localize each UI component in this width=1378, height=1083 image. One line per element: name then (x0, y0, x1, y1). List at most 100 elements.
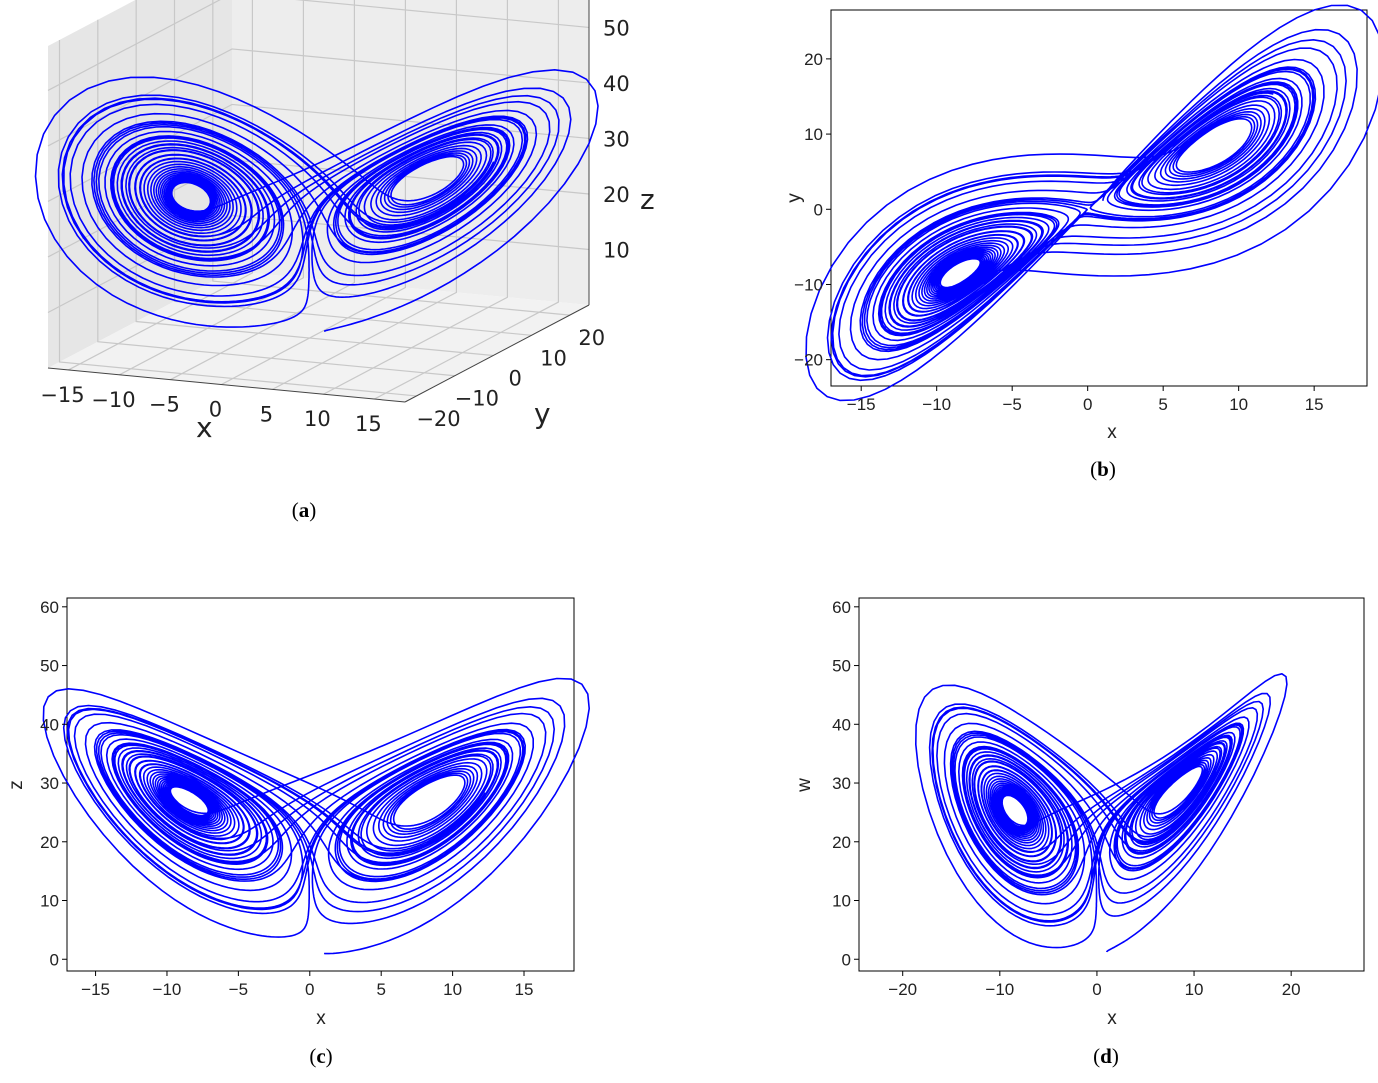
y-tick-label: 10 (804, 125, 823, 144)
grid-line (68, 0, 253, 371)
x-tick-label: 15 (515, 980, 534, 999)
grid-line (272, 0, 457, 390)
grid-line (170, 0, 355, 381)
x-tick-label: −15 (81, 980, 110, 999)
y-tick-label: 30 (832, 774, 851, 793)
tick-label: 0 (209, 398, 222, 422)
grid-line (58, 39, 417, 397)
panel-c-tick-labels: −15 −10 −5 0 5 10 15 0 10 20 30 40 50 60 (40, 598, 533, 999)
y-tick-label: 20 (832, 833, 851, 852)
grid-line (97, 19, 455, 377)
y-tick-label: 30 (40, 774, 59, 793)
tick-label: −10 (91, 388, 135, 412)
panel-c-trajectory (42, 677, 590, 955)
panel-c-x-axis-label: x (316, 1008, 326, 1029)
panel-b-x-axis-label: x (1107, 422, 1117, 443)
panel-d-plot-frame (858, 597, 1365, 972)
tick-label: 5 (260, 402, 273, 426)
x-tick-label: 15 (1305, 395, 1324, 414)
panel-d-trajectory (915, 673, 1288, 953)
x-tick-label: 10 (443, 980, 462, 999)
axis-edge (47, 367, 406, 403)
trajectory-line (34, 69, 599, 332)
tick-label: 50 (603, 16, 630, 40)
panel-b-y-axis-label: y (784, 193, 805, 203)
panel-a-trajectory (34, 69, 599, 332)
x-tick-label: 0 (1092, 980, 1101, 999)
y-tick-label: 60 (40, 598, 59, 617)
panel-a-grid (47, 0, 590, 403)
y-tick-label: 40 (832, 715, 851, 734)
tick-label: −10 (455, 387, 499, 411)
y-tick-label: 10 (832, 892, 851, 911)
panel-c-caption: (c) (309, 1044, 332, 1068)
tick-label: 30 (603, 127, 630, 151)
y-tick-label: 0 (814, 200, 823, 219)
panel-d-xw-plot: −20 −10 0 10 20 0 10 20 30 40 50 60 x w (d) (794, 597, 1365, 1068)
panel-d-y-axis-label: w (794, 778, 815, 793)
x-tick-label: −10 (985, 980, 1014, 999)
x-tick-label: −15 (847, 395, 876, 414)
x-tick-label: 5 (1158, 395, 1167, 414)
tick-label: 10 (540, 346, 567, 370)
tick-label: −5 (149, 393, 180, 417)
tick-label: 20 (578, 326, 605, 350)
y-tick-label: 20 (804, 50, 823, 69)
x-tick-label: −5 (1002, 395, 1021, 414)
panel-b-trajectory (805, 4, 1378, 402)
x-tick-label: −10 (922, 395, 951, 414)
panel-a-x-axis-label: x (196, 411, 213, 444)
panel-b-plot-frame (830, 9, 1368, 387)
axis-edge (404, 304, 590, 403)
panel-d-caption: (d) (1093, 1044, 1119, 1068)
panel-a-y-axis-label: y (534, 397, 551, 430)
trajectory-line (915, 673, 1288, 953)
panel-b-xy-plot: −15 −10 −5 0 5 10 15 −20 −10 0 10 20 x y (b) (784, 4, 1378, 481)
grid-line (135, 0, 494, 357)
trajectory-line (42, 677, 590, 955)
panel-c-plot-frame (66, 597, 575, 972)
tick-label: 15 (355, 412, 382, 436)
trajectory-line (805, 4, 1378, 402)
x-tick-label: 0 (305, 980, 314, 999)
grid-line (212, 0, 570, 316)
panel-b-tick-labels: −15 −10 −5 0 5 10 15 −20 −10 0 10 20 (794, 50, 1323, 414)
y-tick-label: 10 (40, 892, 59, 911)
x-tick-label: 10 (1229, 395, 1248, 414)
x-tick-label: −20 (888, 980, 917, 999)
x-tick-label: 5 (376, 980, 385, 999)
y-tick-label: 50 (832, 657, 851, 676)
x-tick-label: −10 (153, 980, 182, 999)
tick-label: −15 (40, 383, 84, 407)
grid-line (221, 0, 406, 386)
grid-line (323, 0, 508, 395)
y-tick-label: 50 (40, 657, 59, 676)
panel-c-xz-plot: −15 −10 −5 0 5 10 15 0 10 20 30 40 50 60 x z (c) (6, 597, 590, 1068)
y-tick-label: −10 (794, 275, 823, 294)
y-tick-label: 20 (40, 833, 59, 852)
tick-label: 20 (603, 183, 630, 207)
panel-a-z-axis-label: z (640, 183, 655, 216)
grid-line (173, 0, 532, 336)
x-tick-label: 10 (1185, 980, 1204, 999)
panel-d-tick-labels: −20 −10 0 10 20 0 10 20 30 40 50 60 (832, 598, 1301, 999)
tick-label: 10 (304, 407, 331, 431)
panel-a-caption: (a) (292, 498, 317, 522)
grid-line (47, 0, 590, 91)
y-tick-label: 0 (842, 950, 851, 969)
x-tick-label: −5 (229, 980, 248, 999)
y-tick-label: 0 (50, 950, 59, 969)
x-tick-label: 0 (1083, 395, 1092, 414)
x-tick-label: 20 (1282, 980, 1301, 999)
panel-b-caption: (b) (1090, 457, 1116, 481)
grid-line (374, 0, 560, 400)
y-tick-label: 40 (40, 715, 59, 734)
y-tick-label: −20 (794, 351, 823, 370)
panel-c-y-axis-label: z (6, 780, 27, 790)
grid-line (119, 0, 304, 376)
tick-label: 10 (603, 239, 630, 263)
panel-d-x-axis-label: x (1107, 1008, 1117, 1029)
